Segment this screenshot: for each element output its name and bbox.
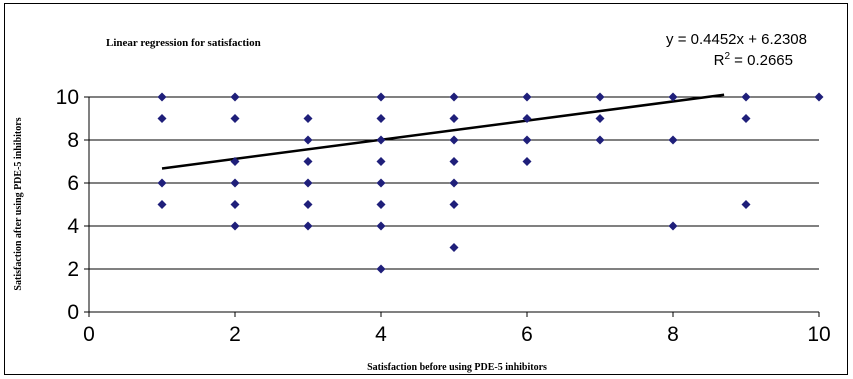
- data-point: [815, 93, 824, 102]
- data-point: [304, 157, 313, 166]
- data-point: [377, 114, 386, 123]
- x-tick-label-2: 2: [229, 323, 241, 346]
- data-point: [450, 157, 459, 166]
- data-point: [377, 222, 386, 231]
- data-point: [304, 179, 313, 188]
- data-point: [450, 243, 459, 252]
- data-point: [231, 93, 240, 102]
- data-point: [377, 157, 386, 166]
- data-point: [450, 179, 459, 188]
- data-point: [158, 114, 167, 123]
- y-tick-label-4: 4: [67, 215, 79, 238]
- trendline-equation: y = 0.4452x + 6.2308: [666, 31, 807, 48]
- data-point: [596, 114, 605, 123]
- x-axis-label: Satisfaction before using PDE-5 inhibito…: [367, 362, 547, 373]
- data-point: [231, 200, 240, 209]
- x-tick-label-10: 10: [807, 323, 830, 346]
- data-point: [304, 222, 313, 231]
- data-point: [231, 114, 240, 123]
- y-tick-label-10: 10: [56, 86, 79, 109]
- y-tick-label-0: 0: [67, 301, 79, 324]
- data-point: [377, 200, 386, 209]
- data-point: [304, 200, 313, 209]
- chart-frame: 0 2 4 6 8 10 0 2 4 6 8 10 Linear regression for sat…: [4, 3, 848, 375]
- y-tick-label-2: 2: [67, 258, 79, 281]
- data-point: [669, 136, 678, 145]
- data-point: [523, 157, 532, 166]
- data-point: [377, 93, 386, 102]
- regression-trendline: [162, 95, 724, 169]
- tick-labels: 0 2 4 6 8 10 0 2 4 6 8 10: [56, 86, 831, 346]
- scatter-chart: 0 2 4 6 8 10 0 2 4 6 8 10 Linear regression for sat…: [5, 4, 849, 376]
- data-point: [158, 179, 167, 188]
- data-point: [742, 114, 751, 123]
- y-tick-label-6: 6: [67, 172, 79, 195]
- data-point: [669, 222, 678, 231]
- data-point: [450, 136, 459, 145]
- r-squared-value: = 0.2665: [730, 52, 793, 69]
- y-axis-label: Satisfaction after using PDE-5 inhibitor…: [13, 117, 24, 290]
- x-tick-label-6: 6: [521, 323, 533, 346]
- data-point: [523, 136, 532, 145]
- data-point: [742, 93, 751, 102]
- data-point: [596, 136, 605, 145]
- data-point: [742, 200, 751, 209]
- r-squared-label: R2 = 0.2665: [714, 51, 793, 69]
- data-point: [596, 93, 605, 102]
- x-tick-label-4: 4: [375, 323, 387, 346]
- data-point: [158, 93, 167, 102]
- data-point: [231, 222, 240, 231]
- data-point: [231, 179, 240, 188]
- data-point: [450, 114, 459, 123]
- data-point: [377, 265, 386, 274]
- data-point: [304, 114, 313, 123]
- y-tick-label-8: 8: [67, 129, 79, 152]
- chart-title: Linear regression for satisfaction: [106, 37, 261, 49]
- data-point: [377, 136, 386, 145]
- data-point: [158, 200, 167, 209]
- r-squared-symbol: R: [714, 52, 725, 69]
- data-point: [304, 136, 313, 145]
- x-tick-label-8: 8: [667, 323, 679, 346]
- data-point: [377, 179, 386, 188]
- data-point: [450, 93, 459, 102]
- data-point: [450, 200, 459, 209]
- data-point: [523, 93, 532, 102]
- x-tick-label-0: 0: [83, 323, 95, 346]
- trendline-group: [162, 95, 724, 169]
